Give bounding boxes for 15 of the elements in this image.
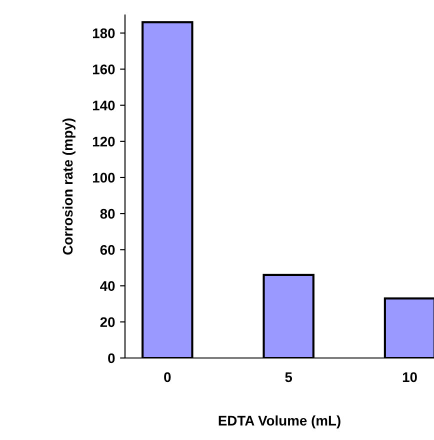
x-tick-label: 10: [402, 372, 417, 382]
y-tick-label: 80: [100, 208, 115, 219]
y-tick-label: 160: [92, 64, 115, 74]
y-tick-label: 40: [100, 281, 115, 291]
y-axis-title: Corrosion rate (mpy): [62, 118, 76, 255]
x-tick-label: 5: [285, 372, 292, 382]
y-tick-label: 120: [92, 136, 115, 147]
y-tick-label: 100: [92, 172, 115, 183]
y-tick-label: 60: [100, 245, 115, 255]
x-axis-title: EDTA Volume (mL): [218, 415, 340, 428]
y-tick-label: 180: [92, 28, 115, 38]
y-tick-label: 20: [100, 317, 115, 328]
y-tick-label: 140: [92, 100, 115, 110]
y-tick-label: 0: [108, 353, 115, 364]
x-tick-label: 0: [164, 372, 171, 382]
